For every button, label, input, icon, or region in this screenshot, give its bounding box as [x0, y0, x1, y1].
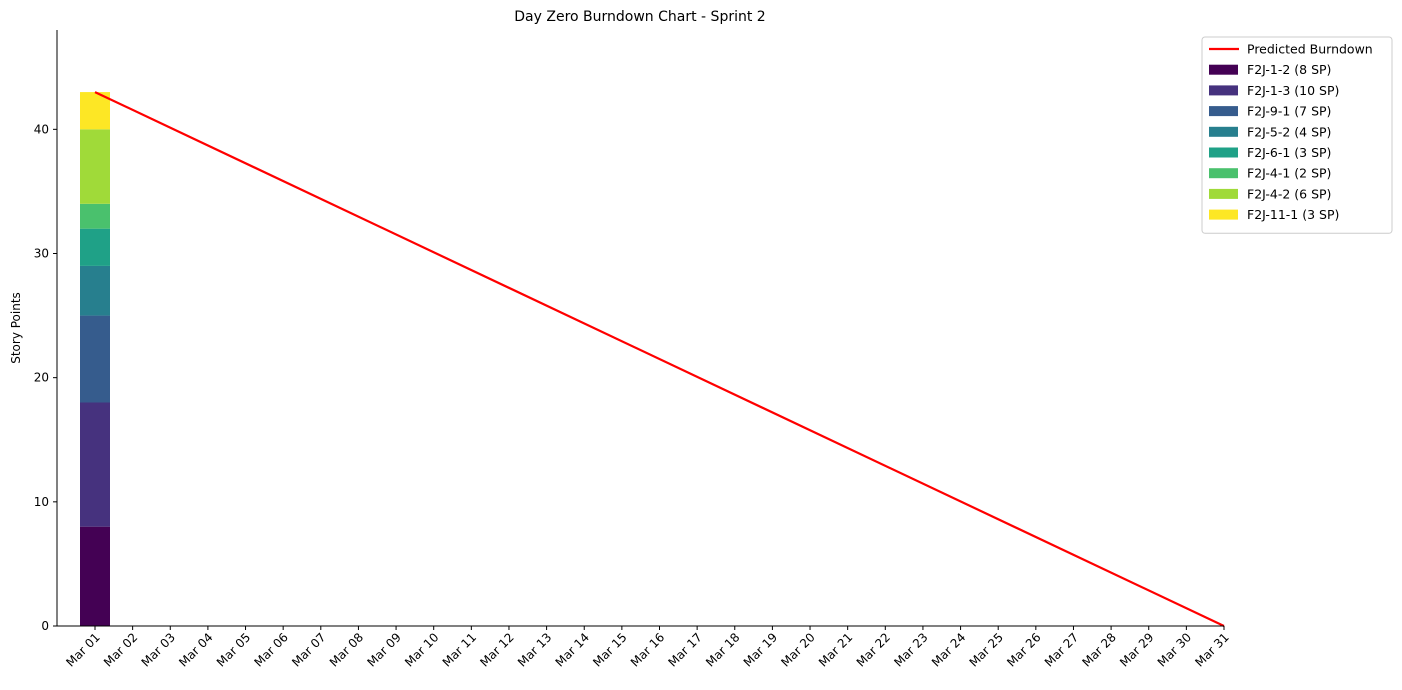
x-tick-label-13: Mar 14 — [553, 630, 592, 669]
legend-frame — [1201, 36, 1393, 234]
legend-label-5: F2J-6-1 (3 SP) — [1247, 145, 1331, 160]
legend-swatch-5 — [1209, 147, 1238, 158]
legend-label-7: F2J-4-2 (6 SP) — [1247, 186, 1331, 201]
predicted-burndown-line — [94, 91, 1225, 627]
bar-segment-4 — [80, 228, 110, 266]
x-tick-label-27: Mar 28 — [1079, 630, 1118, 669]
x-tick-label-24: Mar 25 — [967, 630, 1006, 669]
legend-label-0: Predicted Burndown — [1247, 42, 1373, 57]
legend-label-4: F2J-5-2 (4 SP) — [1247, 124, 1331, 139]
legend-swatch-8 — [1209, 209, 1238, 220]
x-tick-label-18: Mar 19 — [741, 630, 780, 669]
legend: Predicted Burndown F2J-1-2 (8 SP) F2J-1-3 … — [1201, 36, 1393, 234]
bar-segment-2 — [80, 315, 110, 403]
legend-label-2: F2J-1-3 (10 SP) — [1247, 83, 1339, 98]
x-tick-label-21: Mar 22 — [854, 630, 893, 669]
legend-swatch-4 — [1209, 126, 1238, 137]
x-tick-label-5: Mar 06 — [252, 630, 291, 669]
bar-segment-6 — [80, 129, 110, 204]
legend-swatch-2 — [1209, 85, 1238, 96]
y-axis-label: Story Points — [9, 292, 23, 364]
legend-swatch-7 — [1209, 188, 1238, 199]
x-tick-label-16: Mar 17 — [666, 630, 705, 669]
legend-swatch-1 — [1209, 64, 1238, 75]
x-tick-label-0: Mar 01 — [63, 630, 102, 669]
x-tick-label-17: Mar 18 — [703, 630, 742, 669]
bar-segment-5 — [80, 203, 110, 229]
x-tick-label-11: Mar 12 — [477, 630, 516, 669]
x-tick-label-10: Mar 11 — [440, 630, 479, 669]
x-tick-label-4: Mar 05 — [214, 630, 253, 669]
x-tick-label-30: Mar 31 — [1192, 630, 1231, 669]
x-tick-label-8: Mar 09 — [364, 630, 403, 669]
legend-swatch-6 — [1209, 168, 1238, 179]
legend-label-6: F2J-4-1 (2 SP) — [1247, 166, 1331, 181]
chart-title: Day Zero Burndown Chart - Sprint 2 — [514, 9, 765, 25]
x-tick-label-7: Mar 08 — [327, 630, 366, 669]
legend-swatch-3 — [1209, 106, 1238, 117]
y-tick-label-3: 30 — [34, 247, 49, 261]
x-tick-label-1: Mar 02 — [101, 630, 140, 669]
y-tick-label-0: 0 — [41, 619, 49, 633]
x-tick-label-19: Mar 20 — [778, 630, 817, 669]
x-tick-label-14: Mar 15 — [590, 630, 629, 669]
legend-label-8: F2J-11-1 (3 SP) — [1247, 207, 1339, 222]
legend-label-3: F2J-9-1 (7 SP) — [1247, 104, 1331, 119]
x-tick-label-15: Mar 16 — [628, 630, 667, 669]
x-tick-label-12: Mar 13 — [515, 630, 554, 669]
bar-segment-3 — [80, 265, 110, 316]
x-tick-label-20: Mar 21 — [816, 630, 855, 669]
x-tick-label-9: Mar 10 — [402, 630, 441, 669]
y-tick-label-2: 20 — [34, 371, 49, 385]
x-tick-label-3: Mar 04 — [176, 630, 215, 669]
legend-label-1: F2J-1-2 (8 SP) — [1247, 62, 1331, 77]
x-tick-label-23: Mar 24 — [929, 630, 968, 669]
x-tick-label-26: Mar 27 — [1042, 630, 1081, 669]
y-tick-label-4: 40 — [34, 122, 49, 136]
x-tick-label-2: Mar 03 — [139, 630, 178, 669]
x-tick-label-28: Mar 29 — [1117, 630, 1156, 669]
x-tick-label-25: Mar 26 — [1004, 630, 1043, 669]
bar-segment-7 — [80, 92, 110, 130]
y-tick-label-1: 10 — [34, 495, 49, 509]
x-tick-label-6: Mar 07 — [289, 630, 328, 669]
bar-segment-1 — [80, 402, 110, 527]
x-tick-label-29: Mar 30 — [1155, 630, 1194, 669]
bar-segment-0 — [80, 526, 110, 626]
x-tick-label-22: Mar 23 — [891, 630, 930, 669]
